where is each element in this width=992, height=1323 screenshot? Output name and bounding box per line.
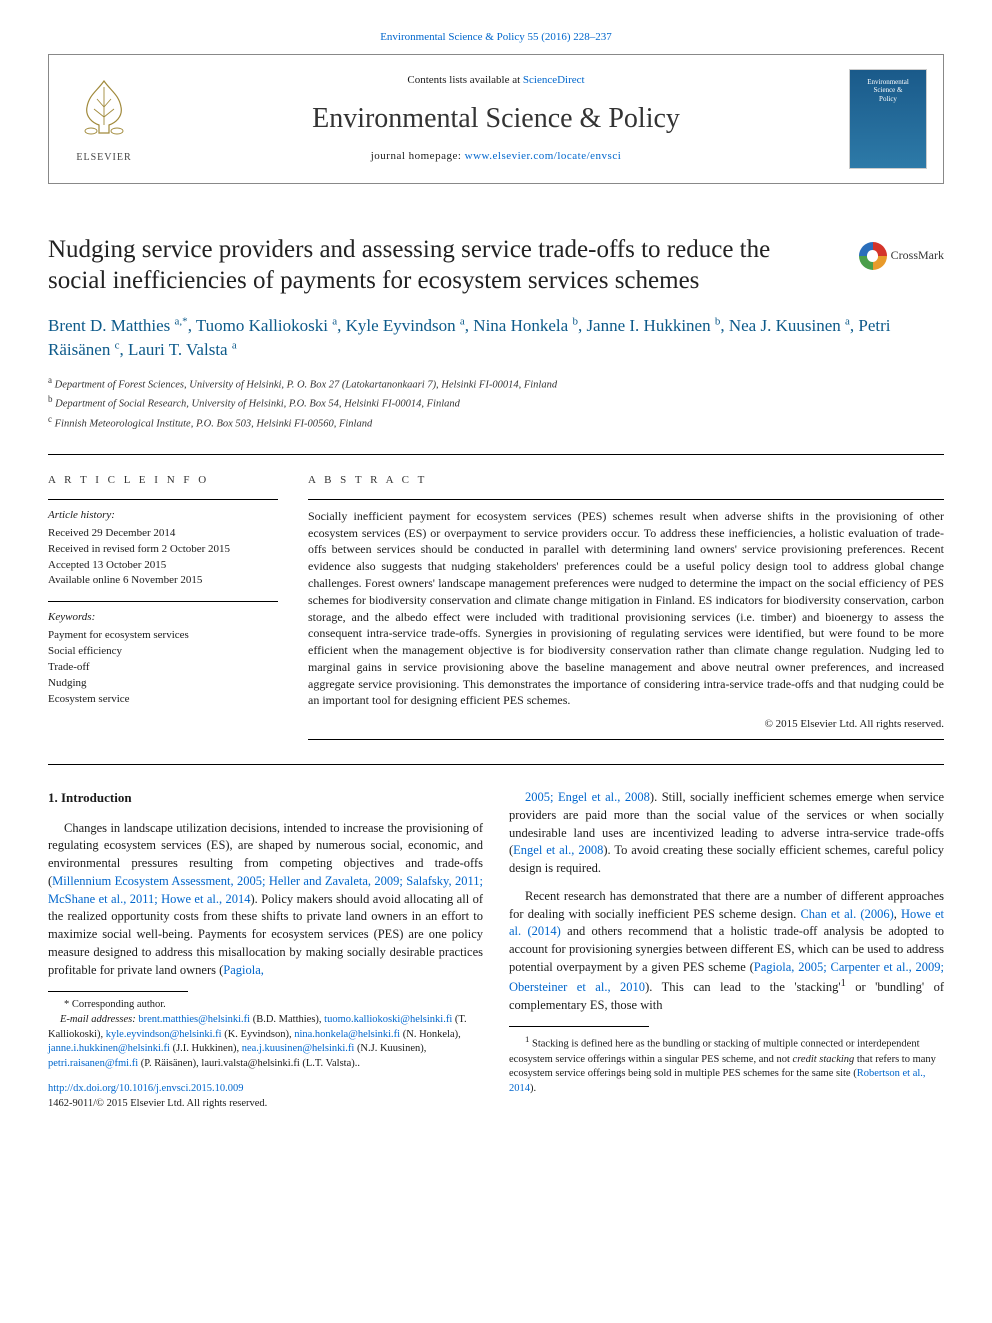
abstract-copyright: © 2015 Elsevier Ltd. All rights reserved… xyxy=(308,717,944,733)
top-citation: Environmental Science & Policy 55 (2016)… xyxy=(48,30,944,46)
author-list: Brent D. Matthies a,*, Tuomo Kalliokoski… xyxy=(48,314,944,362)
abstract-divider xyxy=(308,499,944,500)
journal-homepage-line: journal homepage: www.elsevier.com/locat… xyxy=(159,149,833,165)
cover-text-line3: Policy xyxy=(879,95,897,103)
issn-copyright: 1462-9011/© 2015 Elsevier Ltd. All right… xyxy=(48,1098,267,1109)
abstract-col: A B S T R A C T Socially inefficient pay… xyxy=(308,473,944,740)
journal-header-box: ELSEVIER Contents lists available at Sci… xyxy=(48,54,944,184)
header-center: Contents lists available at ScienceDirec… xyxy=(159,63,833,175)
footnote-divider-left xyxy=(48,991,188,992)
footnotes-left: * Corresponding author. E-mail addresses… xyxy=(48,998,483,1071)
journal-cover-thumbnail[interactable]: Environmental Science & Policy xyxy=(849,69,927,169)
body-right-col: 2005; Engel et al., 2008). Still, social… xyxy=(509,789,944,1111)
cover-text-line1: Environmental xyxy=(867,78,909,86)
abstract-text: Socially inefficient payment for ecosyst… xyxy=(308,508,944,710)
title-block: CrossMark Nudging service providers and … xyxy=(48,234,944,432)
intro-para-3: Recent research has demonstrated that th… xyxy=(509,888,944,1014)
article-title: Nudging service providers and assessing … xyxy=(48,234,944,297)
history-line-2: Accepted 13 October 2015 xyxy=(48,558,278,574)
crossmark-label: CrossMark xyxy=(891,247,944,264)
stacking-footnote: 1 Stacking is defined here as the bundli… xyxy=(509,1033,944,1096)
abstract-heading: A B S T R A C T xyxy=(308,473,944,489)
history-line-3: Available online 6 November 2015 xyxy=(48,573,278,589)
corresponding-author-note: * Corresponding author. xyxy=(48,998,483,1013)
affiliation-b: b Department of Social Research, Univers… xyxy=(48,393,944,412)
body-two-column: 1. Introduction Changes in landscape uti… xyxy=(48,789,944,1111)
crossmark-icon xyxy=(859,242,887,270)
elsevier-tree-icon xyxy=(69,73,139,143)
history-line-1: Received in revised form 2 October 2015 xyxy=(48,542,278,558)
history-line-0: Received 29 December 2014 xyxy=(48,526,278,542)
affiliation-a: a Department of Forest Sciences, Univers… xyxy=(48,374,944,393)
journal-name: Environmental Science & Policy xyxy=(159,99,833,140)
article-info-col: A R T I C L E I N F O Article history: R… xyxy=(48,473,278,740)
affiliations: a Department of Forest Sciences, Univers… xyxy=(48,374,944,432)
intro-para-1: Changes in landscape utilization decisio… xyxy=(48,820,483,980)
divider-thick xyxy=(48,764,944,765)
sciencedirect-prefix: Contents lists available at xyxy=(407,74,522,86)
keywords-label: Keywords: xyxy=(48,610,278,626)
divider-thin xyxy=(48,454,944,455)
info-divider xyxy=(48,499,278,500)
history-label: Article history: xyxy=(48,508,278,524)
affiliation-c: c Finnish Meteorological Institute, P.O.… xyxy=(48,413,944,432)
keyword-3: Nudging xyxy=(48,676,278,692)
elsevier-logo[interactable]: ELSEVIER xyxy=(69,73,139,165)
section-1-heading: 1. Introduction xyxy=(48,789,483,807)
publisher-logo-cell: ELSEVIER xyxy=(49,73,159,165)
cover-text-line2: Science & xyxy=(874,86,903,94)
abstract-bottom-divider xyxy=(308,739,944,740)
email-addresses: E-mail addresses: brent.matthies@helsink… xyxy=(48,1013,483,1072)
elsevier-label: ELSEVIER xyxy=(69,151,139,166)
keyword-2: Trade-off xyxy=(48,660,278,676)
footnotes-right: 1 Stacking is defined here as the bundli… xyxy=(509,1033,944,1096)
body-left-col: 1. Introduction Changes in landscape uti… xyxy=(48,789,483,1111)
homepage-prefix: journal homepage: xyxy=(371,150,465,162)
journal-cover-cell: Environmental Science & Policy xyxy=(833,69,943,169)
info-divider-2 xyxy=(48,601,278,602)
doi-block: http://dx.doi.org/10.1016/j.envsci.2015.… xyxy=(48,1082,483,1112)
footnote-divider-right xyxy=(509,1026,649,1027)
keyword-1: Social efficiency xyxy=(48,644,278,660)
article-info-heading: A R T I C L E I N F O xyxy=(48,473,278,489)
sciencedirect-line: Contents lists available at ScienceDirec… xyxy=(159,73,833,89)
sciencedirect-link[interactable]: ScienceDirect xyxy=(523,74,585,86)
doi-link[interactable]: http://dx.doi.org/10.1016/j.envsci.2015.… xyxy=(48,1083,244,1094)
keyword-4: Ecosystem service xyxy=(48,692,278,708)
keyword-0: Payment for ecosystem services xyxy=(48,628,278,644)
top-citation-link[interactable]: Environmental Science & Policy 55 (2016)… xyxy=(380,31,612,43)
info-abstract-row: A R T I C L E I N F O Article history: R… xyxy=(48,473,944,740)
homepage-link[interactable]: www.elsevier.com/locate/envsci xyxy=(465,150,622,162)
intro-para-2: 2005; Engel et al., 2008). Still, social… xyxy=(509,789,944,878)
crossmark-badge[interactable]: CrossMark xyxy=(859,242,944,270)
